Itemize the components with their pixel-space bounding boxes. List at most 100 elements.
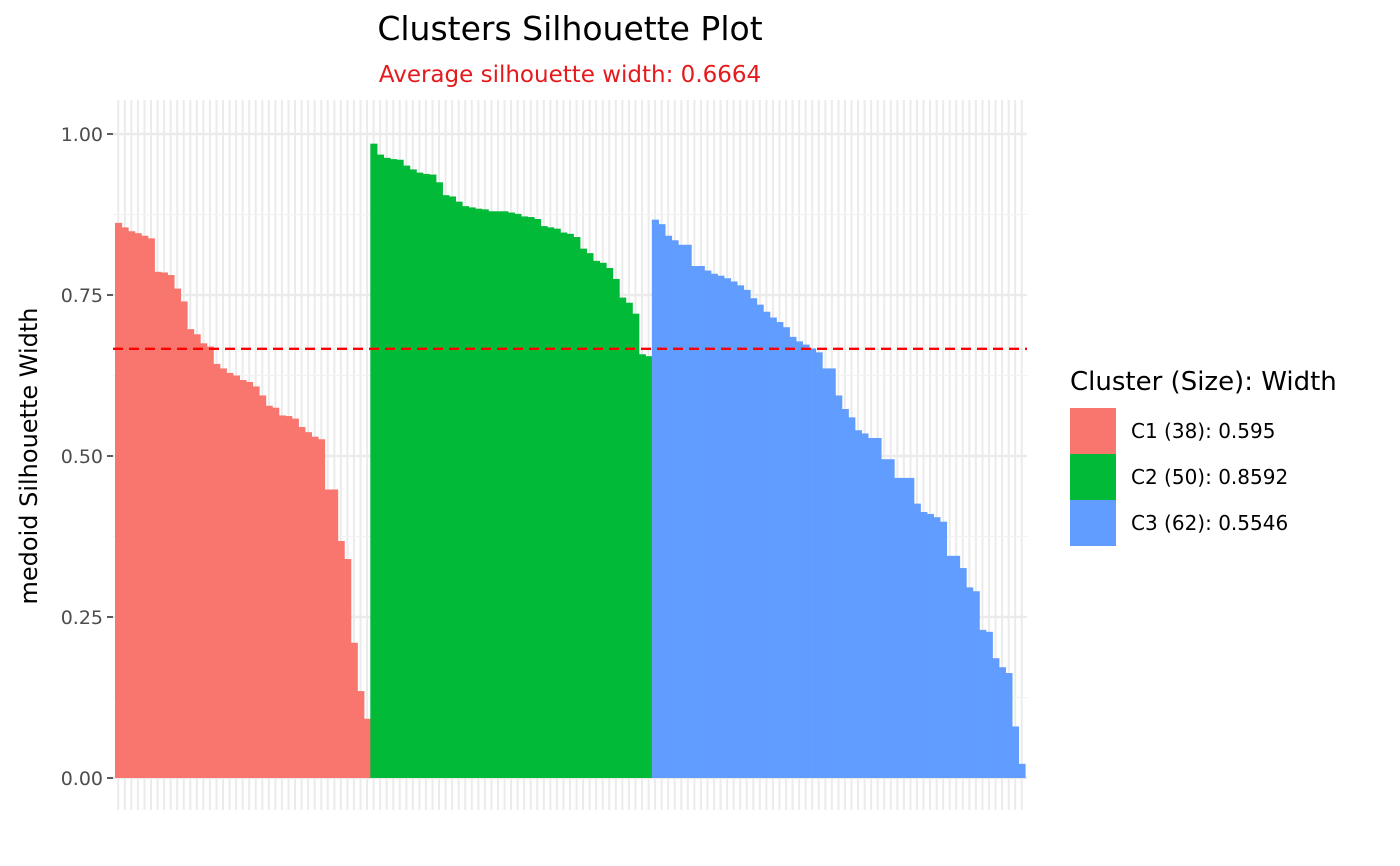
bar bbox=[442, 195, 450, 778]
bar bbox=[154, 271, 162, 778]
bar bbox=[403, 165, 411, 778]
bar bbox=[383, 157, 391, 778]
bar bbox=[658, 224, 666, 778]
chart-title: Clusters Silhouette Plot bbox=[377, 9, 762, 48]
bar bbox=[841, 408, 849, 778]
legend-key bbox=[1070, 408, 1116, 454]
bar bbox=[540, 226, 548, 779]
bar bbox=[678, 244, 686, 778]
bar bbox=[331, 489, 339, 778]
bar bbox=[697, 266, 705, 778]
bar bbox=[265, 405, 273, 778]
bar bbox=[344, 559, 352, 778]
bar bbox=[193, 334, 201, 778]
bar bbox=[599, 262, 607, 778]
bar bbox=[239, 380, 247, 778]
bar bbox=[206, 346, 214, 778]
bar bbox=[141, 235, 149, 778]
bar bbox=[579, 248, 587, 778]
bar bbox=[455, 201, 463, 778]
bar bbox=[291, 418, 299, 778]
bar bbox=[730, 281, 738, 778]
bar bbox=[422, 173, 430, 779]
bar bbox=[691, 266, 699, 778]
y-tick-label: 0.50 bbox=[61, 446, 103, 468]
bar bbox=[481, 209, 489, 778]
bar bbox=[913, 503, 921, 778]
bar bbox=[887, 459, 895, 778]
bar bbox=[285, 416, 293, 778]
bar bbox=[560, 232, 568, 779]
bar bbox=[337, 541, 345, 778]
bar bbox=[992, 658, 1000, 778]
bar bbox=[167, 275, 175, 778]
bar bbox=[429, 174, 437, 778]
bar bbox=[1005, 673, 1013, 778]
y-axis-label: medoid Silhouette Width bbox=[15, 308, 43, 605]
bar bbox=[926, 513, 934, 778]
bar bbox=[946, 555, 954, 778]
bar bbox=[736, 285, 745, 778]
bar bbox=[501, 211, 509, 778]
bar bbox=[147, 238, 155, 778]
bar bbox=[894, 477, 902, 778]
bar bbox=[514, 213, 522, 778]
bar bbox=[128, 231, 136, 778]
bar bbox=[998, 667, 1006, 778]
bar bbox=[802, 344, 810, 778]
bar bbox=[520, 216, 529, 778]
bar bbox=[475, 208, 483, 779]
bar bbox=[304, 432, 313, 778]
bar bbox=[959, 568, 967, 778]
legend-title: Cluster (Size): Width bbox=[1070, 367, 1337, 397]
bar bbox=[808, 348, 817, 778]
bar bbox=[907, 477, 915, 778]
bar bbox=[612, 278, 620, 778]
bar bbox=[920, 512, 928, 778]
bar bbox=[553, 228, 561, 779]
bar bbox=[979, 629, 987, 778]
bar bbox=[933, 517, 941, 778]
bar bbox=[651, 219, 659, 779]
bar bbox=[638, 354, 646, 778]
bar bbox=[259, 395, 267, 778]
bar bbox=[507, 212, 515, 778]
bar bbox=[985, 631, 993, 778]
y-tick-label: 0.75 bbox=[61, 285, 103, 307]
bar bbox=[317, 439, 326, 778]
bar bbox=[226, 372, 234, 778]
legend-key bbox=[1070, 454, 1116, 500]
bar bbox=[1018, 763, 1026, 778]
bar bbox=[533, 219, 542, 778]
bar bbox=[389, 159, 398, 779]
bar bbox=[448, 196, 457, 778]
bar bbox=[684, 244, 692, 778]
bar bbox=[717, 275, 725, 778]
bar bbox=[756, 304, 764, 778]
bar bbox=[173, 288, 182, 778]
bar bbox=[723, 278, 731, 778]
bar bbox=[370, 143, 378, 778]
bar bbox=[350, 642, 358, 778]
bar bbox=[311, 436, 319, 778]
bar bbox=[619, 297, 627, 778]
bar bbox=[573, 237, 581, 779]
bar bbox=[867, 437, 876, 778]
bar bbox=[219, 368, 227, 778]
bar bbox=[645, 356, 653, 778]
bar bbox=[357, 691, 365, 778]
bar bbox=[363, 718, 371, 778]
bar bbox=[874, 437, 882, 778]
bar bbox=[180, 301, 188, 778]
bar bbox=[416, 172, 424, 778]
bar bbox=[750, 298, 758, 778]
bar bbox=[769, 317, 777, 778]
bar bbox=[324, 489, 332, 778]
bar bbox=[121, 227, 129, 778]
bar bbox=[200, 343, 208, 778]
legend-label: C1 (38): 0.595 bbox=[1131, 419, 1275, 443]
bar bbox=[861, 433, 869, 778]
bar bbox=[160, 272, 168, 778]
